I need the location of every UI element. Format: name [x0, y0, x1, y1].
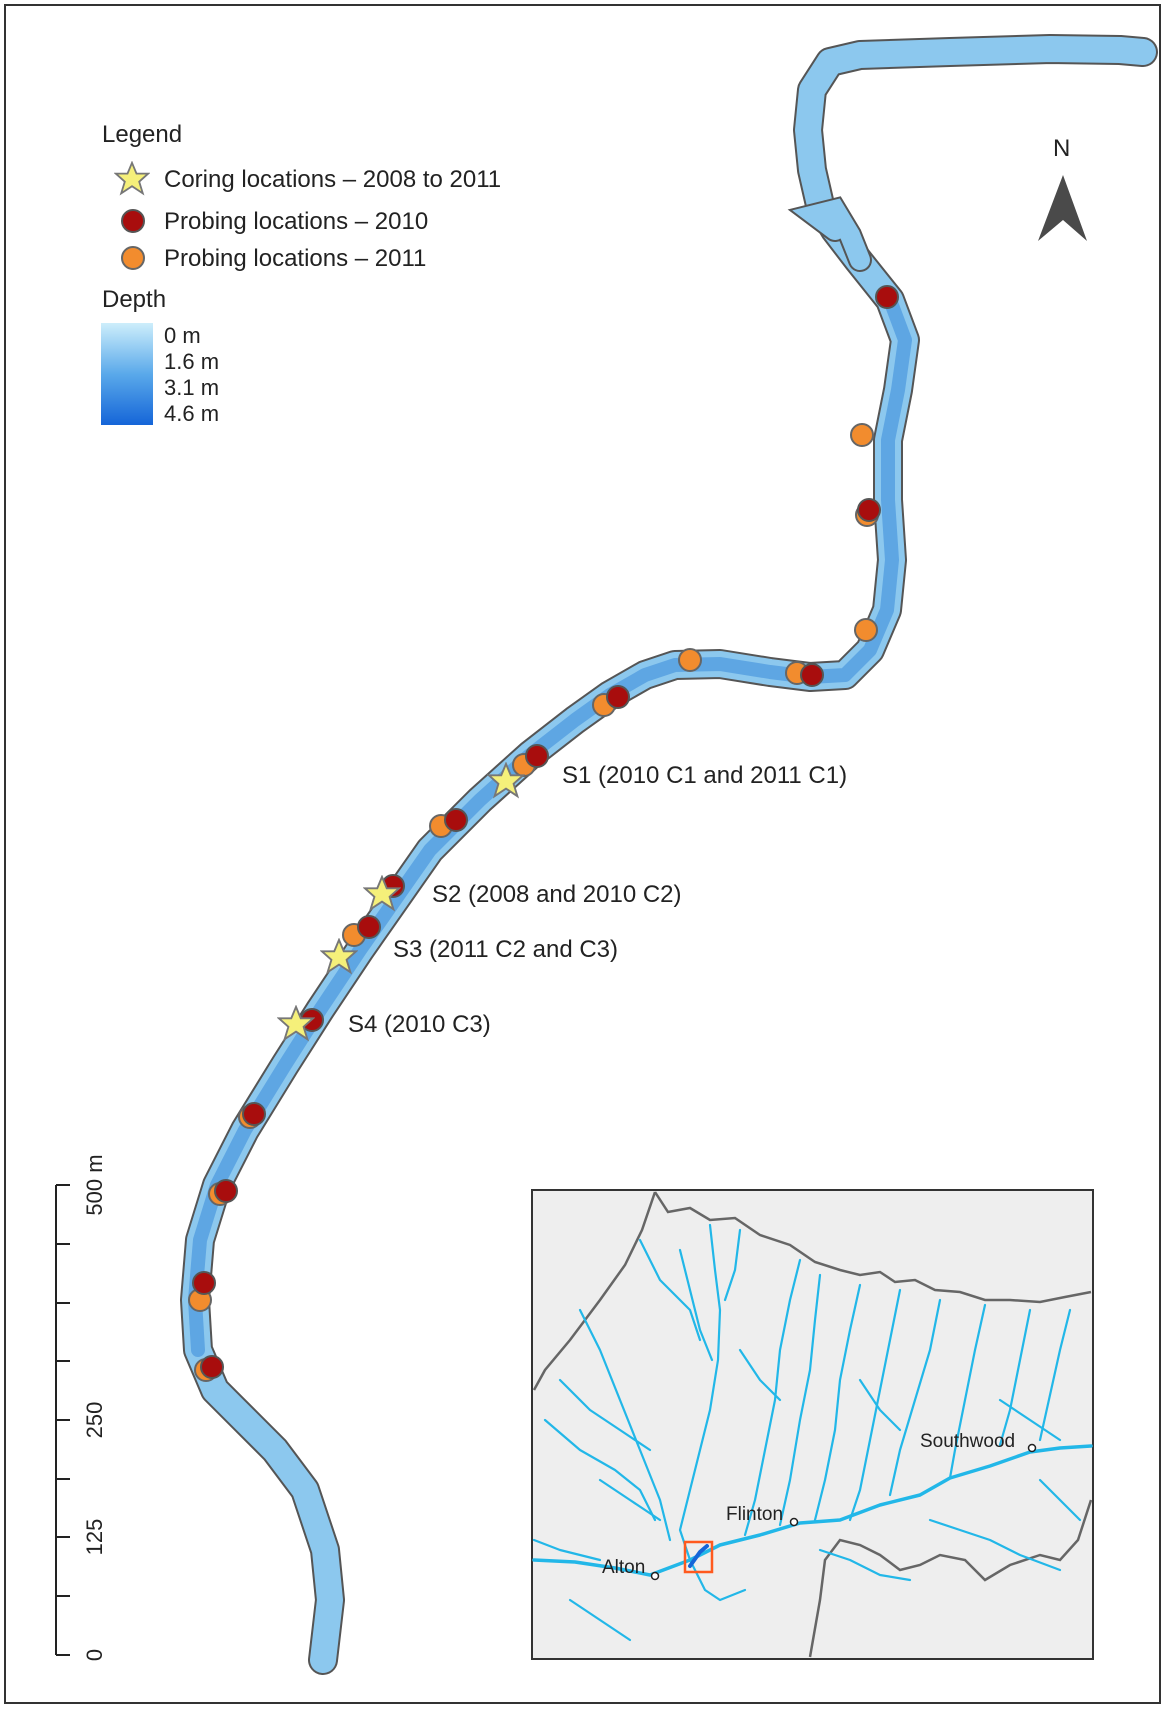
- probing-point-2010: [606, 685, 630, 709]
- inset-study-area-river: [688, 1544, 709, 1568]
- depth-title: Depth: [102, 286, 166, 313]
- depth-color-ramp: [101, 323, 153, 425]
- legend-item-probing-2011: Probing locations – 2011: [164, 245, 426, 272]
- legend-item-probing-2010: Probing locations – 2010: [164, 208, 428, 235]
- probing-point-2010: [525, 744, 549, 768]
- site-labels: S1 (2010 C1 and 2011 C1) S2 (2008 and 20…: [348, 762, 847, 1038]
- probing-points: [188, 285, 899, 1382]
- legend-dot-2010-icon: [121, 209, 145, 233]
- scale-bar: [55, 1184, 70, 1656]
- site-label-s2: S2 (2008 and 2010 C2): [432, 881, 682, 908]
- inset-frame: [531, 1189, 1094, 1660]
- site-label-s4: S4 (2010 C3): [348, 1011, 491, 1038]
- probing-point-2010: [192, 1271, 216, 1295]
- site-label-s3: S3 (2011 C2 and C3): [393, 936, 618, 963]
- probing-point-2010: [242, 1102, 266, 1126]
- depth-label-0: 0 m: [164, 323, 201, 348]
- scale-tick-0: 0: [82, 1649, 107, 1661]
- legend-item-coring: Coring locations – 2008 to 2011: [164, 166, 501, 193]
- depth-label-2: 3.1 m: [164, 375, 219, 400]
- probing-point-2011: [854, 618, 878, 642]
- town-label-alton: Alton: [602, 1557, 645, 1578]
- depth-label-3: 4.6 m: [164, 401, 219, 426]
- inset-rivers: [532, 1223, 1093, 1642]
- legend: Legend Coring locations – 2008 to 2011 P…: [101, 121, 501, 426]
- legend-dot-2011-icon: [121, 246, 145, 270]
- town-flinton-icon: [789, 1517, 799, 1527]
- site-label-s1: S1 (2010 C1 and 2011 C1): [562, 762, 847, 789]
- probing-point-2010: [357, 915, 381, 939]
- legend-star-icon: [114, 161, 150, 195]
- inset-map: Southwood Flinton Alton: [531, 1189, 1094, 1660]
- scale-tick-500: 500 m: [82, 1154, 107, 1215]
- town-label-flinton: Flinton: [726, 1504, 783, 1525]
- scale-bar-labels: 0 125 250 500 m: [82, 1154, 107, 1661]
- probing-point-2010: [214, 1179, 238, 1203]
- probing-point-2010: [800, 663, 824, 687]
- probing-point-2011: [678, 648, 702, 672]
- river-channel: [180, 34, 1158, 1675]
- town-label-southwood: Southwood: [920, 1431, 1015, 1452]
- town-southwood-icon: [1027, 1443, 1037, 1453]
- scale-tick-125: 125: [82, 1519, 107, 1556]
- town-alton-icon: [650, 1571, 660, 1581]
- north-arrow-icon: [1038, 175, 1087, 241]
- legend-title: Legend: [102, 121, 182, 148]
- inset-study-area-box: [683, 1540, 714, 1574]
- probing-point-2010: [875, 285, 899, 309]
- probing-point-2011: [850, 423, 874, 447]
- probing-point-2010: [857, 498, 881, 522]
- north-label: N: [1053, 135, 1070, 162]
- probing-point-2010: [444, 808, 468, 832]
- probing-point-2010: [200, 1355, 224, 1379]
- scale-tick-250: 250: [82, 1402, 107, 1439]
- depth-label-1: 1.6 m: [164, 349, 219, 374]
- north-arrow: N: [1038, 135, 1087, 241]
- inset-borders: [532, 1191, 1093, 1658]
